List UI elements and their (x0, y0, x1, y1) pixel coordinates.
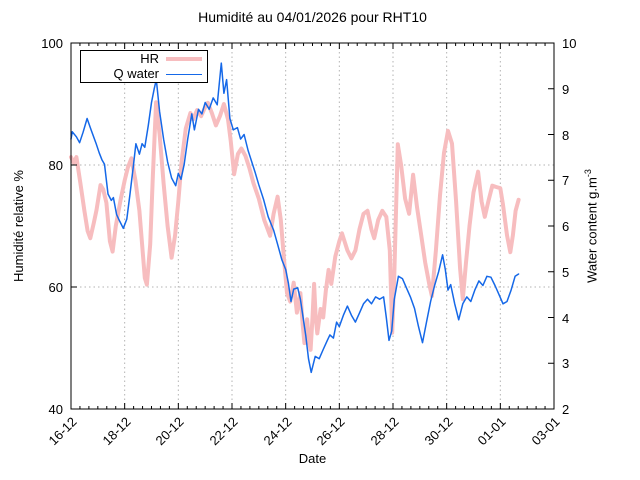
legend-label-qwater: Q water (113, 66, 159, 81)
hr-line-sample (166, 57, 202, 61)
y2-tick-label: 6 (562, 219, 570, 234)
plot-border (70, 42, 555, 410)
x-axis-label: Date (298, 451, 327, 466)
legend-row-qwater: Q water (81, 67, 207, 81)
y2-tick-label: 4 (562, 310, 570, 326)
y-tick-label: 40 (48, 402, 63, 417)
series-line-q-water (70, 62, 520, 374)
y2-tick-label: 5 (562, 264, 570, 280)
y2-tick-label: 7 (562, 173, 570, 189)
y2-tick-label: 10 (562, 36, 577, 51)
y-tick-label: 60 (48, 280, 63, 295)
y2-tick-label: 8 (562, 127, 570, 143)
legend: HR Q water (80, 50, 208, 83)
y2-tick-label: 3 (562, 356, 570, 372)
y-axis-label: Humidité relative % (11, 170, 26, 282)
qwater-line-sample (166, 73, 202, 75)
chart-title: Humidité au 04/01/2026 pour RHT10 (198, 9, 427, 25)
legend-label-hr: HR (140, 51, 159, 66)
y-tick-label: 100 (41, 36, 63, 51)
y-tick-label: 80 (48, 158, 63, 173)
legend-row-hr: HR (81, 52, 207, 66)
y2-tick-label: 2 (562, 402, 570, 417)
series-line-hr (69, 100, 521, 352)
y2-tick-label: 9 (562, 81, 570, 97)
